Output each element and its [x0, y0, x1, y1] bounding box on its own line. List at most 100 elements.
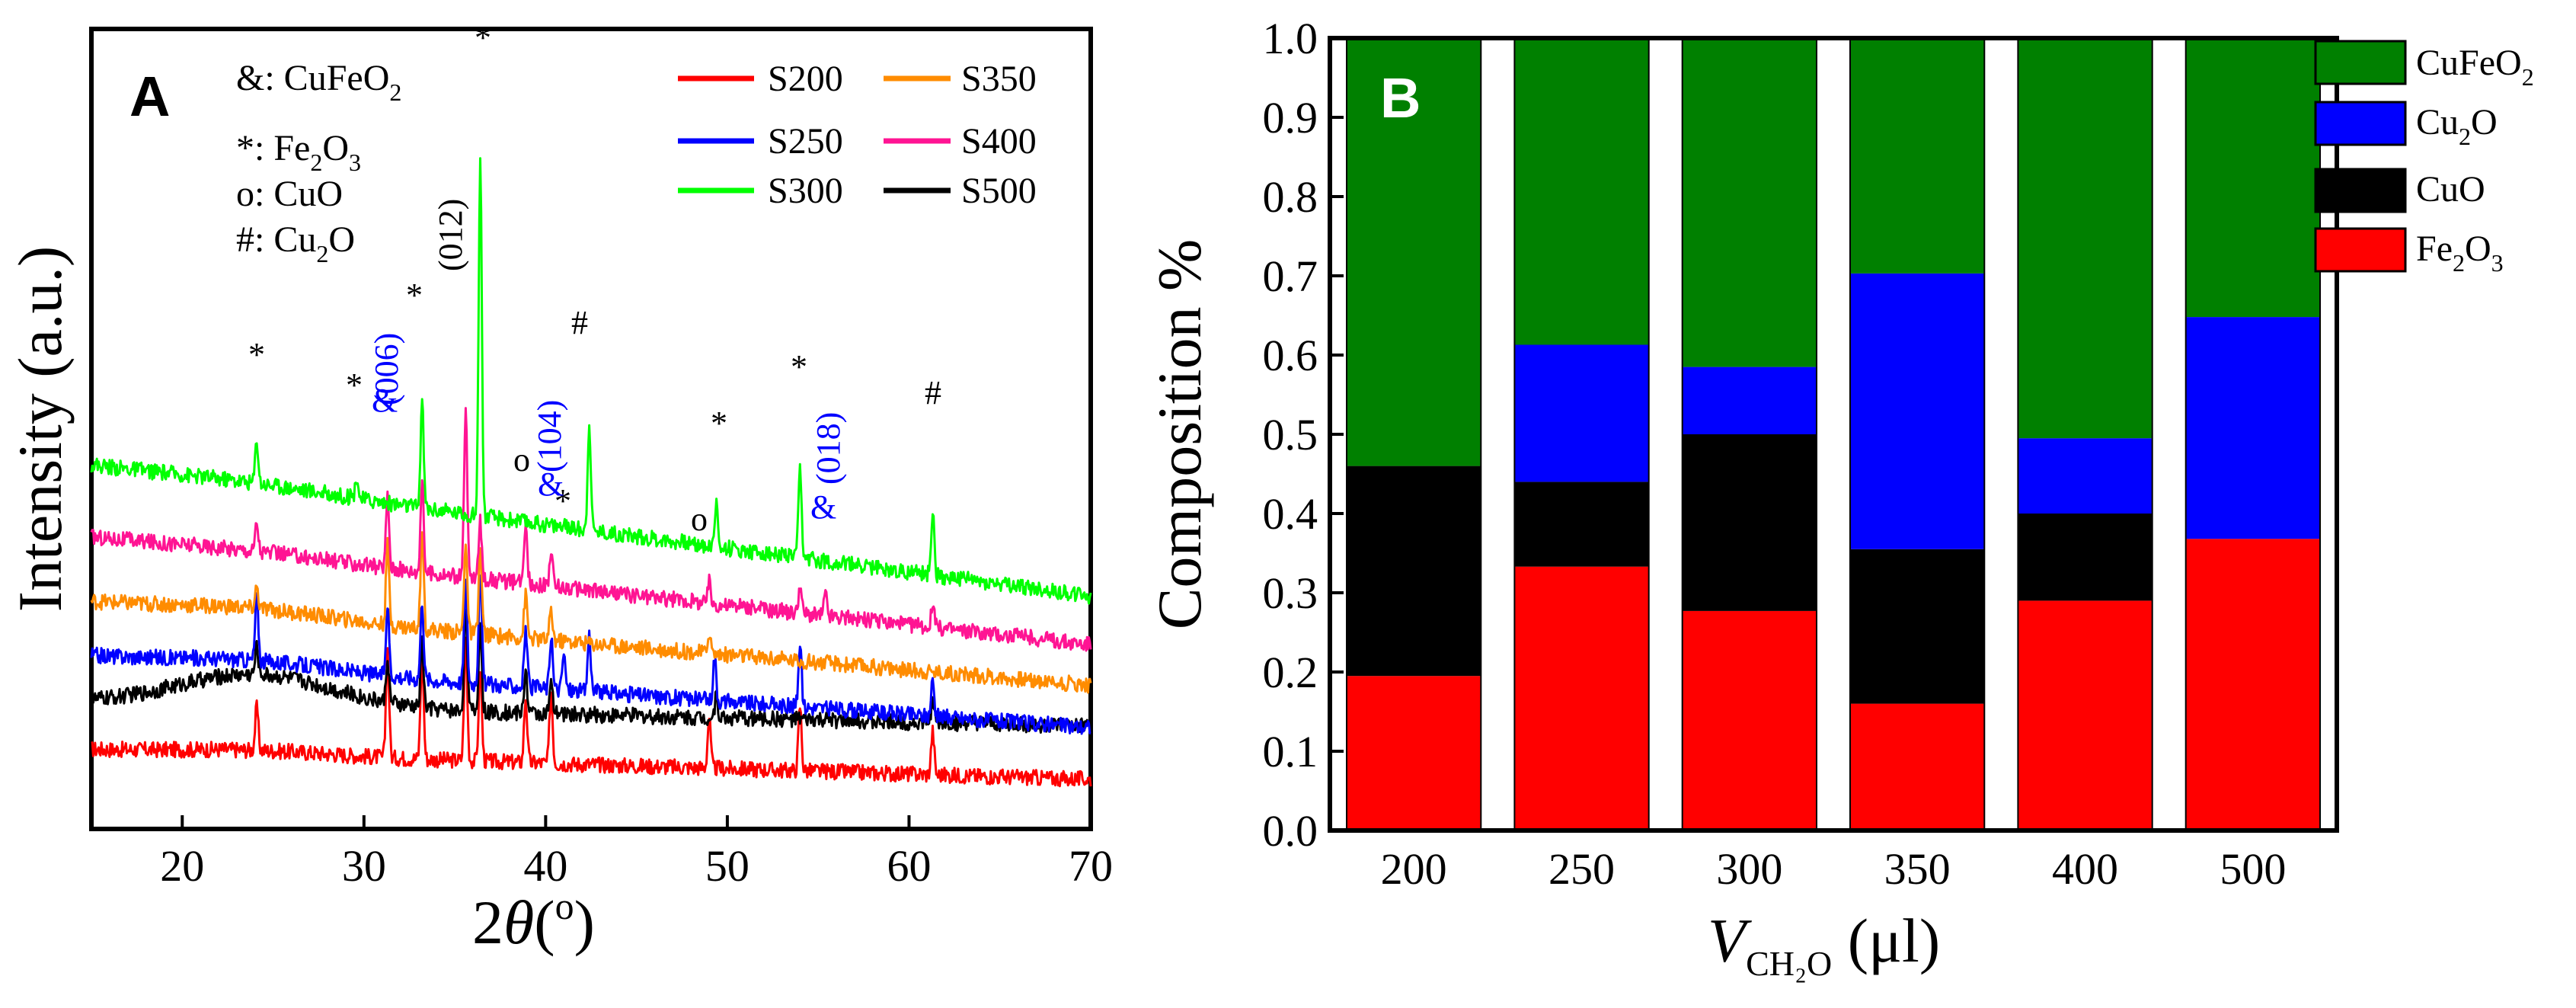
bar-cufeo2-250: [1514, 38, 1649, 345]
y-tick-label: 0.6: [1263, 331, 1318, 380]
panel-b-label: B: [1380, 66, 1421, 130]
xrd-series-group: [90, 157, 1092, 788]
composition-legend: CuFeO2 Cu2O CuO Fe2O3: [2314, 40, 2534, 277]
xrd-line-s400: [90, 407, 1092, 652]
peak-annotation-star: *: [791, 348, 807, 386]
panel-b-y-axis-title: Composition %: [1145, 239, 1214, 630]
xrd-line-s250: [90, 574, 1091, 735]
y-tick-label: 0.7: [1263, 251, 1318, 301]
y-axis-ticks: 0.0 0.1 0.2 0.3 0.4 0.5 0.6 0.7 0.8 0.9 1.0: [1263, 14, 1344, 856]
legend-swatch-cufeo2: [2314, 40, 2407, 85]
bar-fe2o3-250: [1514, 566, 1649, 830]
y-tick-label: 0.9: [1263, 93, 1318, 142]
panel-b-composition-chart: 0.0 0.1 0.2 0.3 0.4 0.5 0.6 0.7 0.8 0.9 1.0 200 250…: [1145, 14, 2534, 983]
xrd-line-s300: [90, 157, 1092, 605]
bar-cu2o-500: [2185, 317, 2320, 539]
peak-annotation-star: *: [555, 482, 571, 520]
miller-index-104: (104): [531, 400, 568, 472]
x-tick-label: 60: [887, 841, 931, 891]
y-tick-label: 0.0: [1263, 806, 1318, 856]
bar-cu2o-250: [1514, 344, 1649, 482]
bar-cuo-200: [1347, 466, 1481, 677]
category-label: 500: [2220, 844, 2286, 894]
legend-swatch-cu2o: [2314, 101, 2407, 146]
bar-cuo-300: [1682, 434, 1817, 611]
peak-annotation-hash: #: [571, 304, 588, 341]
xrd-line-s350: [90, 531, 1092, 694]
phase-key-cufeo2: &: CuFeO2: [236, 58, 401, 106]
bar-cu2o-350: [1850, 273, 1985, 549]
peak-annotation-star: *: [711, 405, 727, 442]
peak-annotation-o: o: [513, 441, 530, 478]
peak-annotation-o: o: [691, 501, 708, 538]
category-label: 300: [1716, 844, 1782, 894]
peak-annotation-star: *: [248, 336, 265, 373]
panel-a-plot-frame: [89, 27, 1093, 831]
xrd-legend: S200 S250 S300 S350 S400 S500: [678, 59, 1037, 211]
legend-label-s300: S300: [768, 171, 843, 211]
y-tick-label: 0.2: [1263, 648, 1318, 697]
category-label: 200: [1381, 844, 1447, 894]
phase-key-cuo: o: CuO: [236, 174, 343, 214]
y-tick-label: 0.5: [1263, 410, 1318, 459]
peak-annotation-amp: &: [810, 488, 836, 526]
legend-label-s200: S200: [768, 59, 843, 99]
bar-cufeo2-400: [2018, 38, 2153, 439]
bar-fe2o3-400: [2018, 600, 2153, 830]
peak-annotations: * * * * * * * # # o o & & & (006) (104) …: [248, 19, 941, 538]
bar-fe2o3-350: [1850, 703, 1985, 830]
y-tick-label: 1.0: [1263, 14, 1318, 63]
x-tick-label: 50: [705, 841, 749, 891]
bar-cu2o-400: [2018, 438, 2153, 514]
x-tick-label: 40: [523, 841, 567, 891]
miller-index-006: (006): [368, 333, 405, 405]
x-tick-label: 30: [342, 841, 386, 891]
legend-label-cu2o: Cu2O: [2416, 102, 2498, 150]
x-axis-ticks: 20 30 40 50 60 70: [160, 815, 1113, 891]
panel-a-xrd-chart: 20 30 40 50 60 70 A &: CuFeO2 *: Fe2O3 o: CuO…: [5, 19, 1113, 957]
legend-label-s400: S400: [961, 121, 1037, 162]
bar-cufeo2-350: [1850, 38, 1985, 274]
y-tick-label: 0.8: [1263, 172, 1318, 222]
y-tick-label: 0.1: [1263, 727, 1318, 776]
y-tick-label: 0.3: [1263, 568, 1318, 618]
x-tick-label: 70: [1069, 841, 1113, 891]
legend-label-cufeo2: CuFeO2: [2416, 43, 2534, 91]
y-tick-label: 0.4: [1263, 489, 1318, 539]
bar-cuo-400: [2018, 514, 2153, 601]
legend-label-s250: S250: [768, 121, 843, 162]
peak-annotation-star: *: [475, 19, 491, 56]
legend-label-fe2o3: Fe2O3: [2416, 229, 2504, 277]
panel-b-label-bg: [1368, 69, 1430, 131]
x-tick-label: 20: [160, 841, 204, 891]
bar-cu2o-300: [1682, 366, 1817, 434]
category-label: 250: [1548, 844, 1615, 894]
stacked-bars-group: [1346, 37, 2321, 831]
peak-annotation-star: *: [346, 366, 363, 404]
phase-key-cu2o: #: Cu2O: [236, 219, 355, 267]
peak-annotation-hash: #: [925, 374, 941, 411]
bar-cuo-250: [1514, 482, 1649, 567]
bar-cufeo2-500: [2185, 38, 2320, 318]
category-ticks: 200 250 300 350 400 500: [1381, 844, 2287, 894]
legend-label-s350: S350: [961, 59, 1037, 99]
miller-index-018: (018): [810, 412, 847, 485]
panel-a-y-axis-title: Intensity (a.u.): [5, 246, 75, 612]
category-label: 350: [1884, 844, 1951, 894]
phase-key-fe2o3: *: Fe2O3: [236, 128, 361, 176]
panel-a-x-axis-title: 2θ(o): [472, 885, 595, 957]
bar-cuo-350: [1850, 549, 1985, 704]
xrd-line-s200: [91, 636, 1092, 788]
bar-cufeo2-300: [1682, 38, 1817, 367]
bar-fe2o3-200: [1347, 676, 1481, 830]
bar-fe2o3-300: [1682, 610, 1817, 830]
legend-label-cuo: CuO: [2416, 169, 2485, 210]
peak-annotation-amp: &: [538, 466, 564, 503]
legend-swatch-cuo: [2314, 168, 2407, 213]
legend-swatch-fe2o3: [2314, 227, 2407, 273]
category-label: 400: [2052, 844, 2118, 894]
peak-annotation-star: *: [406, 277, 423, 314]
bar-fe2o3-500: [2185, 539, 2320, 830]
miller-index-012: (012): [432, 199, 469, 271]
